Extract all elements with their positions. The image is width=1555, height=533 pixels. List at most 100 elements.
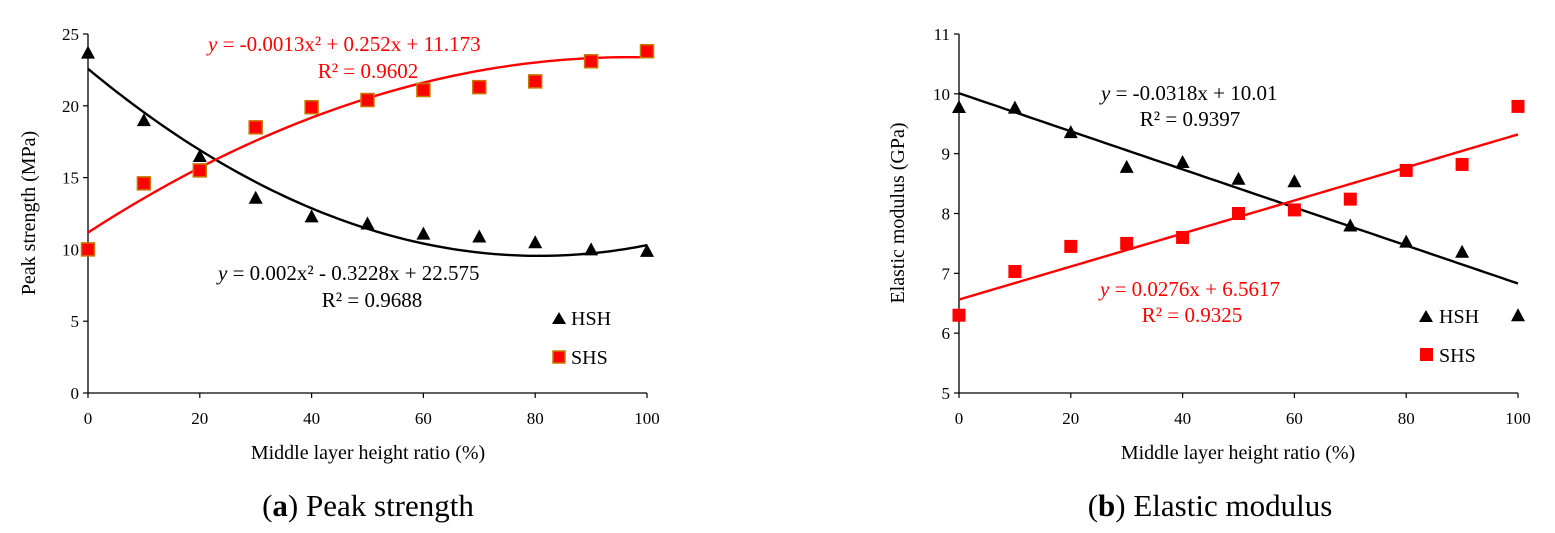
- shs-data-point: [1064, 239, 1078, 253]
- shs-data-point: [136, 176, 152, 191]
- shs-fit-r2: R² = 0.9325: [1142, 303, 1242, 327]
- hsh-data-point: [472, 229, 487, 243]
- x-tick-label: 40: [303, 409, 320, 428]
- hsh-fit-line: [958, 92, 1519, 285]
- hsh-data-point: [192, 149, 207, 163]
- shs-data-point: [1176, 230, 1190, 244]
- x-tick-label: 0: [955, 409, 964, 428]
- y-tick-label: 5: [942, 384, 951, 403]
- shs-data-point: [416, 82, 431, 98]
- eq-body: = 0.002x² - 0.3228x + 22.575: [227, 261, 479, 285]
- legend: HSH SHS: [1419, 306, 1479, 367]
- caption-b: (b) Elastic modulus: [1088, 488, 1333, 523]
- hsh-data-point: [1287, 174, 1302, 188]
- x-tick-label: 100: [634, 409, 660, 428]
- hsh-data-point: [1119, 159, 1134, 173]
- shs-data-point: [1343, 192, 1357, 206]
- shs-data-point: [248, 120, 263, 135]
- hsh-data-point: [1007, 100, 1022, 114]
- x-tick-label: 0: [84, 409, 93, 428]
- y-tick-label: 6: [942, 324, 951, 343]
- legend-hsh-marker: [1419, 310, 1433, 322]
- caption-a: (a) Peak strength: [262, 488, 474, 523]
- hsh-fit-r2: R² = 0.9688: [322, 288, 422, 312]
- y-tick-label: 0: [71, 384, 80, 403]
- shs-data-point: [304, 99, 319, 115]
- y-tick-label: 10: [62, 240, 79, 259]
- shs-data-point: [1399, 163, 1413, 177]
- legend: HSH SHS: [552, 308, 611, 369]
- shs-data-point: [1120, 236, 1134, 250]
- hsh-data-point: [1399, 234, 1414, 248]
- y-tick-label: 9: [942, 145, 951, 164]
- shs-data-point: [639, 43, 655, 59]
- y-tick-label: 7: [942, 264, 951, 283]
- x-tick-label: 40: [1174, 409, 1191, 428]
- hsh-data-point: [1455, 244, 1470, 258]
- caption-text: Elastic modulus: [1126, 488, 1333, 523]
- chart-peak-strength: 0 5 10 15 20 25 0 20 40 60 80 100 Middle layer heig…: [18, 25, 660, 523]
- caption-text: Peak strength: [298, 488, 474, 523]
- hsh-data-point: [136, 113, 151, 127]
- y-tick-label: 8: [942, 205, 951, 224]
- shs-data-point: [1287, 203, 1301, 217]
- hsh-data-point: [952, 99, 966, 113]
- eq-body: = 0.0276x + 6.5617: [1109, 277, 1280, 301]
- x-tick-label: 20: [191, 409, 208, 428]
- x-tick-label: 80: [1398, 409, 1415, 428]
- shs-fit-equation: y = 0.0276x + 6.5617: [1098, 277, 1280, 301]
- hsh-data-point: [1343, 218, 1358, 232]
- y-tick-label: 5: [71, 312, 80, 331]
- eq-body: = -0.0013x² + 0.252x + 11.173: [217, 32, 480, 56]
- tick-group: 0 5 10 15 20 25 0 20 40 60 80 100: [62, 25, 660, 428]
- legend-hsh-marker: [552, 312, 566, 324]
- y-tick-label: 25: [62, 25, 79, 44]
- y-axis-label: Peak strength (MPa): [18, 131, 40, 295]
- hsh-data-point: [1063, 125, 1078, 139]
- hsh-data-point: [1231, 171, 1246, 185]
- eq-prefix: y: [1098, 277, 1110, 301]
- hsh-data-point: [360, 216, 375, 230]
- y-tick-label: 20: [62, 97, 79, 116]
- tick-group: 5 6 7 8 9 10 11 0 20 40 60 80 100: [933, 25, 1531, 428]
- hsh-data-point: [1175, 155, 1190, 169]
- x-tick-label: 60: [415, 409, 432, 428]
- x-tick-label: 100: [1505, 409, 1531, 428]
- hsh-data-point: [304, 209, 319, 223]
- x-axis-label: Middle layer height ratio (%): [251, 442, 485, 464]
- x-tick-label: 80: [527, 409, 544, 428]
- shs-fit-r2: R² = 0.9602: [318, 59, 418, 83]
- eq-prefix: y: [206, 32, 218, 56]
- hsh-data-point: [584, 242, 599, 256]
- caption-letter: a: [272, 488, 288, 523]
- shs-fit-equation: y = -0.0013x² + 0.252x + 11.173: [206, 32, 481, 56]
- data-point-group: [80, 43, 655, 257]
- x-axis-label: Middle layer height ratio (%): [1121, 442, 1355, 464]
- chart-elastic-modulus: 5 6 7 8 9 10 11 0 20 40 60 80 100 Middle layer heigh…: [887, 25, 1531, 523]
- legend-hsh-label: HSH: [571, 308, 611, 330]
- shs-data-point: [80, 242, 96, 257]
- hsh-data-point: [416, 226, 431, 240]
- data-point-group: [952, 99, 1525, 322]
- y-tick-label: 11: [934, 25, 950, 44]
- caption-letter: b: [1098, 488, 1115, 523]
- shs-data-point: [583, 54, 599, 69]
- hsh-data-point: [1511, 308, 1525, 322]
- shs-data-point: [952, 308, 966, 322]
- hsh-fit-equation: y = 0.002x² - 0.3228x + 22.575: [216, 261, 480, 285]
- hsh-data-point: [640, 243, 654, 257]
- shs-data-point: [1455, 157, 1469, 171]
- y-axis-label: Elastic modulus (GPa): [887, 122, 909, 303]
- eq-prefix: y: [216, 261, 228, 285]
- hsh-data-point: [528, 235, 543, 249]
- shs-data-point: [360, 92, 375, 108]
- legend-shs-label: SHS: [571, 347, 608, 369]
- shs-data-point: [1008, 265, 1022, 279]
- legend-shs-label: SHS: [1439, 345, 1476, 367]
- hsh-data-point: [81, 45, 95, 59]
- shs-data-point: [192, 163, 208, 178]
- x-tick-label: 20: [1062, 409, 1079, 428]
- hsh-fit-r2: R² = 0.9397: [1140, 107, 1240, 131]
- y-tick-label: 10: [933, 85, 950, 104]
